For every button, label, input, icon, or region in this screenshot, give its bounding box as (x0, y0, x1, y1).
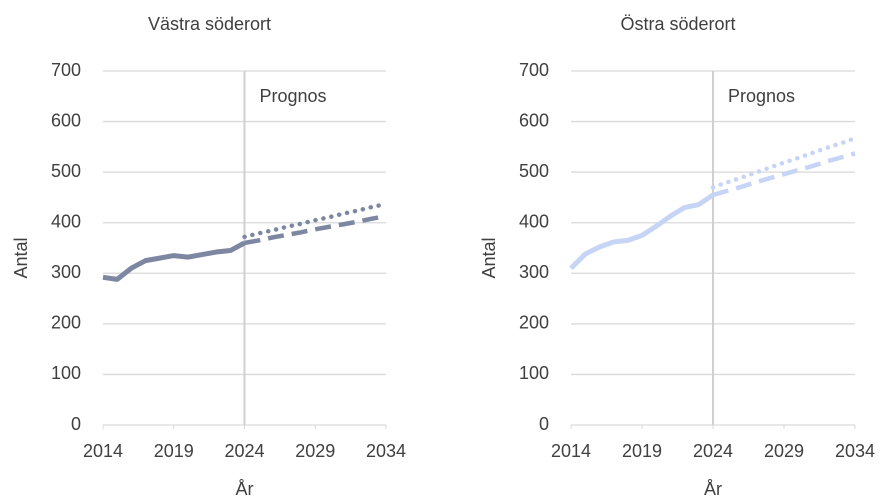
y-tick-label: 400 (519, 211, 549, 231)
x-axis-label: År (704, 479, 722, 499)
x-tick-label: 2014 (83, 441, 123, 461)
x-tick-label: 2024 (224, 441, 264, 461)
x-tick-label: 2019 (622, 441, 662, 461)
series-line (102, 240, 246, 282)
x-tick-label: 2014 (551, 441, 591, 461)
y-tick-label: 100 (51, 363, 81, 383)
y-tick-label: 400 (51, 211, 81, 231)
y-tick-label: 200 (519, 313, 549, 333)
series-line (242, 201, 389, 240)
chart-title: Östra söderort (620, 14, 735, 34)
y-tick-label: 300 (519, 262, 549, 282)
y-tick-label: 100 (519, 363, 549, 383)
x-tick-label: 2024 (693, 441, 733, 461)
x-tick-label: 2019 (154, 441, 194, 461)
x-tick-label: 2029 (295, 441, 335, 461)
y-axis-label: Antal (11, 237, 31, 278)
annotation: Prognos (260, 86, 327, 106)
annotation: Prognos (728, 86, 795, 106)
y-tick-label: 700 (519, 60, 549, 80)
y-tick-label: 600 (519, 110, 549, 130)
y-tick-label: 300 (51, 262, 81, 282)
series-line (710, 136, 858, 190)
y-tick-label: 600 (51, 110, 81, 130)
y-tick-label: 500 (51, 161, 81, 181)
series-line (712, 151, 856, 198)
y-tick-label: 0 (539, 414, 549, 434)
x-tick-label: 2029 (764, 441, 804, 461)
y-tick-label: 500 (519, 161, 549, 181)
y-axis-label: Antal (479, 237, 499, 278)
series-line (569, 192, 715, 270)
x-tick-label: 2034 (366, 441, 406, 461)
x-tick-label: 2034 (835, 441, 875, 461)
y-tick-label: 700 (51, 60, 81, 80)
y-tick-label: 0 (71, 414, 81, 434)
series-line (244, 213, 387, 246)
x-axis-label: År (236, 479, 254, 499)
chart-title: Västra söderort (148, 14, 271, 34)
y-tick-label: 200 (51, 313, 81, 333)
